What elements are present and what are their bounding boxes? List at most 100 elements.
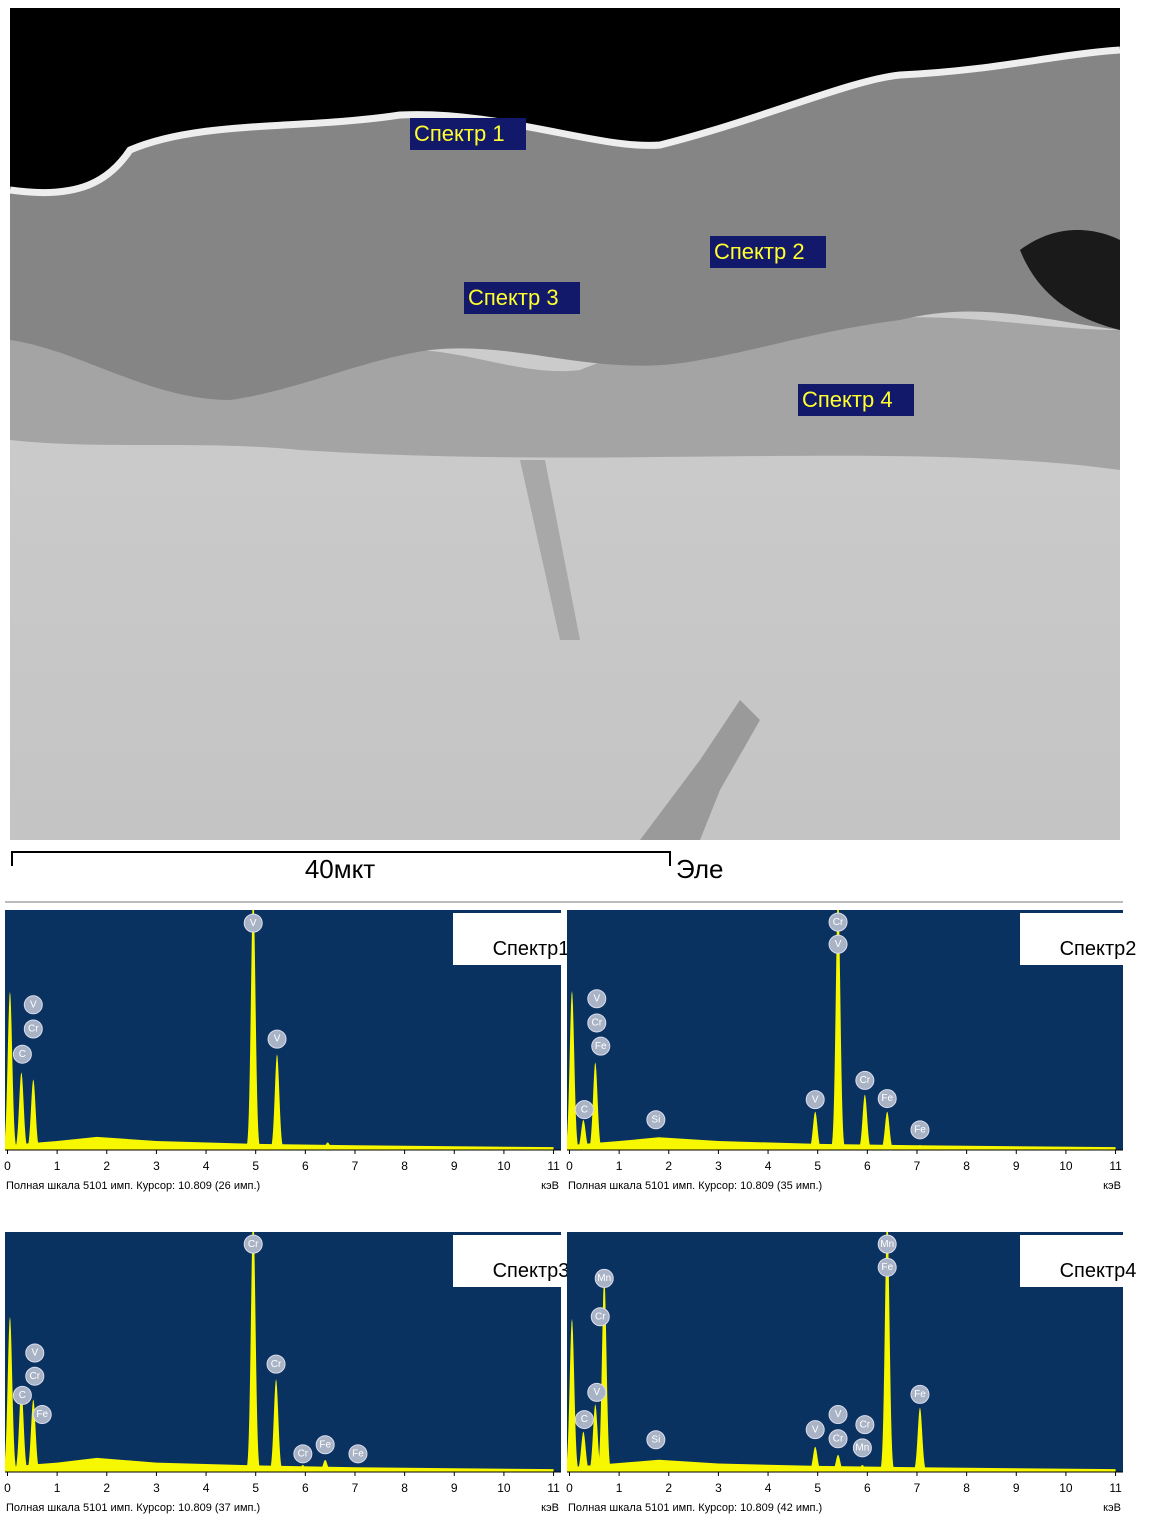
x-tick-label: 6 [864,1481,871,1495]
element-label: Cr [592,1018,603,1029]
x-tick-label: 7 [914,1159,921,1173]
x-tick-label: 0 [566,1159,573,1173]
spectrum-title: Спектр2 [1060,938,1137,960]
x-tick-label: 2 [103,1159,110,1173]
x-tick-label: 3 [715,1159,722,1173]
x-tick-label: 4 [203,1481,210,1495]
scale-bar-label: 40мкт [305,854,375,884]
x-tick-label: 11 [547,1481,560,1495]
element-label: V [593,993,600,1004]
x-tick-label: 5 [814,1159,821,1173]
element-label: V [250,918,257,929]
element-label: Fe [914,1124,926,1135]
x-tick-label: 8 [963,1159,970,1173]
x-tick-label: 5 [252,1481,259,1495]
element-label: C [19,1390,26,1401]
footer: Полная шкала 5101 имп. Курсор: 10.809 (4… [568,1502,822,1514]
sem-label: Спектр 2 [714,239,805,264]
element-label: Cr [860,1075,871,1086]
element-label: Cr [28,1024,39,1035]
spectrum-title: Спектр4 [1060,1260,1137,1282]
footer: Полная шкала 5101 имп. Курсор: 10.809 (3… [568,1180,822,1192]
element-label: V [812,1424,819,1435]
element-label: Cr [860,1419,871,1430]
element-label: Fe [881,1093,893,1104]
spectrum-title: Спектр3 [493,1260,570,1282]
unit-label: кэВ [541,1180,559,1192]
spectrum-title: Спектр1 [493,938,570,960]
x-tick-label: 4 [765,1481,772,1495]
x-tick-label: 3 [153,1481,160,1495]
x-tick-label: 7 [352,1159,359,1173]
x-tick-label: 11 [1109,1481,1122,1495]
element-label: Cr [248,1239,259,1250]
x-tick-label: 10 [1059,1481,1073,1495]
x-tick-label: 10 [497,1159,511,1173]
element-label: Si [651,1114,660,1125]
element-label: Cr [298,1448,309,1459]
element-label: Cr [833,917,844,928]
x-tick-label: 0 [4,1481,11,1495]
x-tick-label: 4 [765,1159,772,1173]
x-tick-label: 5 [252,1159,259,1173]
x-tick-label: 11 [1109,1159,1122,1173]
element-label: Fe [352,1448,364,1459]
footer: Полная шкала 5101 имп. Курсор: 10.809 (3… [6,1502,260,1514]
element-label: Cr [595,1311,606,1322]
footer: Полная шкала 5101 имп. Курсор: 10.809 (2… [6,1180,260,1192]
x-tick-label: 0 [4,1159,11,1173]
unit-label: кэВ [1103,1502,1121,1514]
x-tick-label: 7 [914,1481,921,1495]
unit-label: кэВ [541,1502,559,1514]
x-tick-label: 8 [963,1481,970,1495]
x-tick-label: 1 [616,1159,623,1173]
x-tick-label: 9 [1013,1481,1020,1495]
x-tick-label: 5 [814,1481,821,1495]
element-label: Fe [595,1041,607,1052]
element-label: Mn [855,1442,869,1453]
element-label: Cr [833,1433,844,1444]
sem-label: Спектр 1 [414,121,505,146]
element-label: Cr [30,1371,41,1382]
element-label: C [19,1049,26,1060]
element-label: Fe [881,1262,893,1273]
x-tick-label: 2 [665,1481,672,1495]
sem-image [10,8,1120,840]
x-tick-label: 6 [302,1159,309,1173]
figure: Спектр 1 Спектр 2 Спектр 3 Спектр 4 40мк… [0,0,1164,1520]
x-tick-label: 9 [451,1159,458,1173]
element-label: Fe [914,1389,926,1400]
x-tick-label: 2 [103,1481,110,1495]
x-tick-label: 3 [715,1481,722,1495]
element-label: V [835,939,842,950]
element-label: C [581,1104,588,1115]
x-tick-label: 8 [401,1159,408,1173]
element-label: Fe [36,1409,48,1420]
element-label: Mn [880,1239,894,1250]
x-tick-label: 1 [54,1481,61,1495]
element-label: C [581,1414,588,1425]
x-tick-label: 11 [547,1159,560,1173]
x-tick-label: 3 [153,1159,160,1173]
element-label: V [274,1034,281,1045]
x-tick-label: 7 [352,1481,359,1495]
element-label: V [812,1094,819,1105]
x-tick-label: 4 [203,1159,210,1173]
unit-label: кэВ [1103,1180,1121,1192]
element-label: Cr [271,1359,282,1370]
x-tick-label: 2 [665,1159,672,1173]
sem-label: Спектр 3 [468,285,559,310]
element-label: Fe [319,1439,331,1450]
x-tick-label: 1 [616,1481,623,1495]
caption: Эле [676,854,723,884]
x-tick-label: 6 [864,1159,871,1173]
x-tick-label: 1 [54,1159,61,1173]
x-tick-label: 0 [566,1481,573,1495]
element-label: V [30,999,37,1010]
element-label: V [31,1348,38,1359]
x-tick-label: 6 [302,1481,309,1495]
x-tick-label: 8 [401,1481,408,1495]
x-tick-label: 10 [1059,1159,1073,1173]
element-label: V [835,1409,842,1420]
x-tick-label: 9 [1013,1159,1020,1173]
